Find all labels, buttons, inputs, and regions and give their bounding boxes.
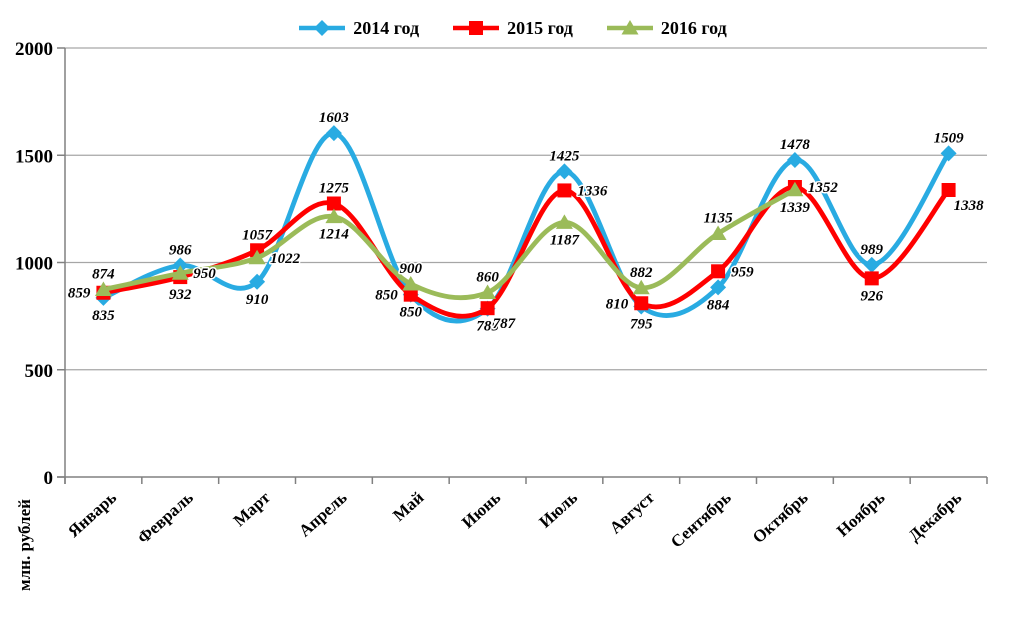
x-tick-label: Июль	[535, 488, 581, 532]
series-2-marker	[171, 265, 189, 280]
series-1-marker	[864, 271, 879, 286]
legend-label: 2014 год	[353, 18, 420, 38]
series-1-data-label: 787	[493, 316, 516, 332]
series-0-data-label: 850	[400, 305, 423, 321]
x-tick-label: Апрель	[295, 488, 351, 541]
series-1-data-label: 932	[169, 287, 192, 303]
series-0-data-label: 884	[707, 297, 730, 313]
series-1-data-label: 1352	[808, 180, 839, 196]
series-0-marker	[556, 163, 573, 180]
series-2-data-label: 860	[476, 270, 499, 286]
x-tick-label: Июнь	[458, 488, 504, 532]
x-tick-label: Ноябрь	[833, 488, 888, 541]
series-1-data-label: 859	[68, 286, 91, 302]
legend-marker-icon	[299, 20, 346, 36]
legend-marker-icon	[606, 20, 653, 35]
series-1-marker	[941, 182, 956, 197]
series-1-data-label: 959	[731, 264, 754, 280]
x-tick-label: Сентябрь	[667, 488, 735, 552]
series-1-marker	[480, 301, 495, 316]
series-0-data-label: 989	[861, 242, 884, 258]
x-tick-label: Январь	[64, 488, 120, 541]
legend-item-1: 2015 год	[451, 19, 573, 37]
series-1-data-label: 1275	[319, 181, 350, 197]
x-tick-label: Декабрь	[905, 488, 966, 545]
series-0-marker	[325, 125, 342, 142]
x-tick-label: Октябрь	[749, 488, 812, 547]
series-1-data-label: 1057	[242, 227, 273, 243]
y-axis-title: млн. рублей	[15, 499, 34, 591]
x-tick-label: Май	[389, 488, 427, 525]
series-1-data-label: 850	[375, 288, 398, 304]
y-tick-label: 1000	[15, 254, 53, 275]
series-2-data-label: 950	[193, 266, 216, 282]
series-2-marker	[479, 284, 497, 300]
series-0-marker	[249, 273, 266, 290]
series-0-data-label: 785	[476, 319, 499, 335]
series-0-data-label: 1425	[549, 148, 580, 164]
series-2-data-label: 1214	[319, 227, 350, 243]
series-2-marker	[248, 249, 266, 265]
x-tick-label: Август	[606, 487, 659, 537]
legend-label: 2015 год	[507, 18, 573, 38]
series-1-data-label: 1336	[577, 183, 608, 199]
series-0-data-label: 795	[630, 316, 653, 332]
series-0-data-label: 835	[92, 308, 115, 324]
series-0-marker	[710, 279, 727, 296]
series-0-data-label: 986	[169, 243, 192, 259]
series-2-data-label: 882	[630, 265, 653, 281]
series-1-marker	[634, 296, 649, 311]
series-2-marker	[94, 281, 112, 297]
series-1-data-label: 810	[606, 296, 629, 312]
legend-item-0: 2014 год	[297, 19, 419, 37]
series-line-0	[101, 130, 951, 324]
x-tick-label: Март	[230, 487, 275, 530]
series-2-marker	[786, 181, 804, 197]
series-line-2	[101, 187, 798, 300]
x-tick-label: Февраль	[134, 488, 197, 548]
series-1-marker	[711, 264, 726, 279]
series-0-data-label: 1478	[780, 137, 811, 153]
series-2-marker	[555, 214, 573, 229]
series-2-data-label: 874	[92, 267, 115, 283]
series-2-marker	[325, 208, 343, 224]
y-tick-label: 0	[44, 468, 54, 489]
chart-legend: 2014 год 2015 год 2016 год	[0, 10, 1024, 46]
y-tick-label: 500	[25, 361, 54, 382]
series-2-marker	[709, 225, 727, 241]
series-0-marker	[786, 151, 803, 168]
series-1-data-label: 926	[861, 288, 884, 304]
series-2-data-label: 900	[400, 261, 423, 277]
series-0-data-label: 1509	[934, 130, 965, 146]
series-1-data-label: 1338	[954, 198, 985, 214]
legend-marker-icon	[453, 21, 500, 35]
series-0-data-label: 1603	[319, 110, 350, 126]
series-2-marker	[632, 279, 650, 295]
series-1-marker	[326, 196, 341, 211]
series-1-marker	[403, 287, 418, 302]
series-2-marker	[402, 275, 420, 291]
series-0-marker	[940, 145, 957, 162]
legend-label: 2016 год	[660, 18, 727, 38]
series-1-marker	[557, 183, 572, 198]
series-2-data-label: 1339	[780, 200, 811, 216]
series-2-data-label: 1022	[270, 251, 301, 267]
legend-item-2: 2016 год	[605, 19, 727, 37]
series-0-marker	[863, 256, 880, 273]
series-0-data-label: 910	[246, 292, 269, 308]
series-2-data-label: 1187	[550, 232, 580, 248]
y-tick-label: 1500	[15, 146, 53, 167]
y-tick-label: 2000	[15, 39, 53, 60]
series-2-data-label: 1135	[703, 211, 733, 227]
